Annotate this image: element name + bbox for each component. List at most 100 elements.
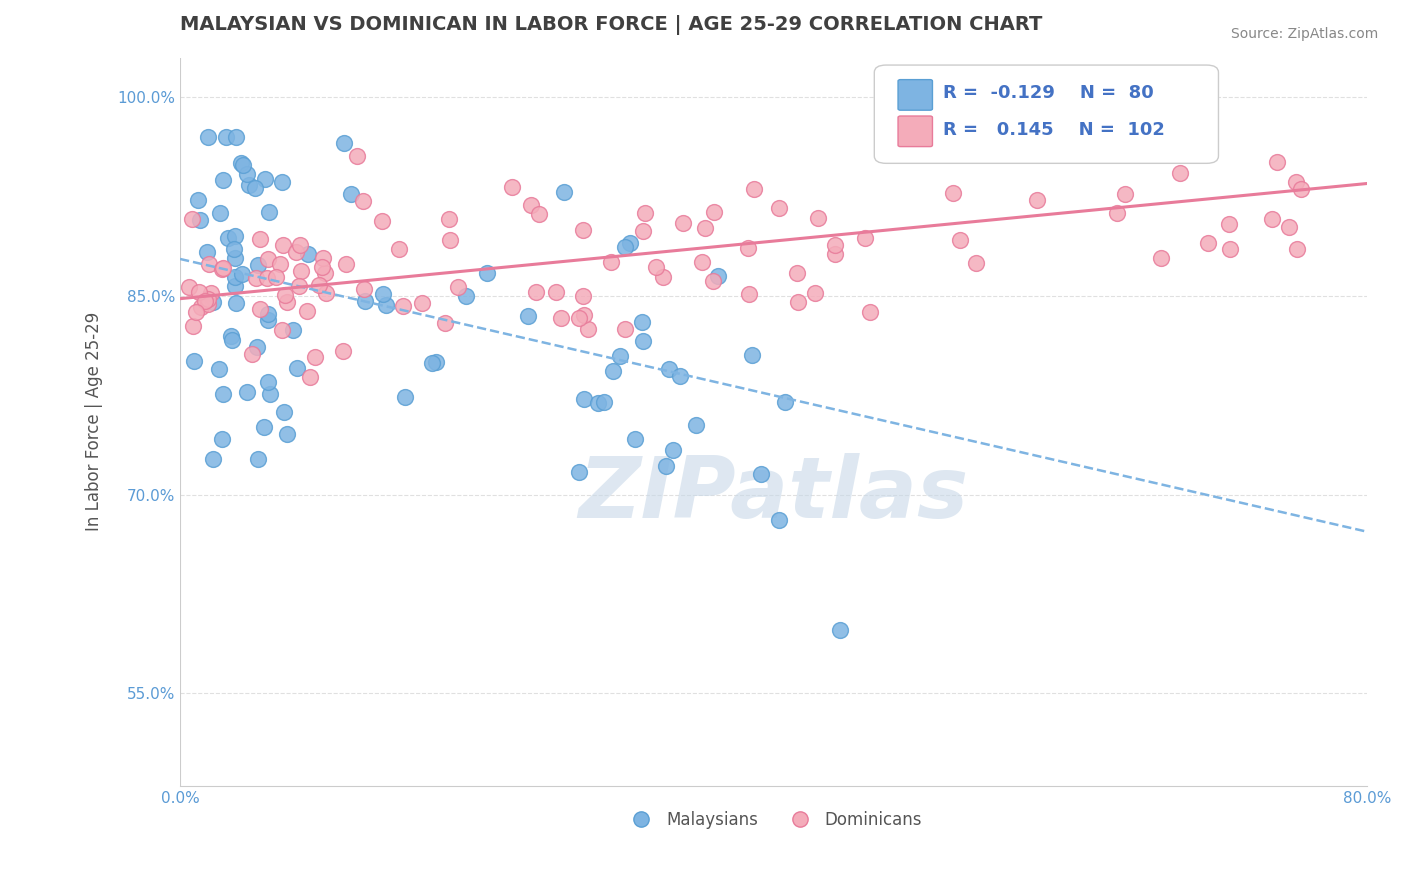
Point — [187, 285, 209, 299]
Point — [201, 295, 224, 310]
Point — [553, 185, 575, 199]
Point — [197, 297, 219, 311]
Point — [828, 623, 851, 637]
Point — [392, 299, 415, 313]
Point — [214, 130, 236, 145]
FancyBboxPatch shape — [875, 65, 1219, 163]
Point — [256, 270, 278, 285]
Point — [224, 229, 246, 244]
Point — [644, 260, 666, 274]
Point — [630, 315, 652, 329]
Point — [614, 322, 637, 336]
Point — [249, 302, 271, 317]
Point — [375, 298, 398, 312]
Point — [574, 308, 596, 322]
Point — [181, 211, 204, 226]
Point — [437, 212, 460, 227]
Point — [749, 467, 772, 482]
Text: ZIPatlas: ZIPatlas — [578, 453, 969, 536]
Y-axis label: In Labor Force | Age 25-29: In Labor Force | Age 25-29 — [86, 312, 103, 532]
Point — [273, 405, 295, 419]
Point — [593, 394, 616, 409]
Point — [586, 395, 609, 409]
Point — [240, 346, 263, 360]
Point — [624, 432, 647, 446]
Point — [314, 266, 336, 280]
Point — [181, 319, 204, 334]
Point — [224, 270, 246, 285]
Point — [201, 452, 224, 467]
Point — [195, 244, 218, 259]
Point — [198, 257, 221, 271]
Point — [245, 180, 267, 194]
Text: MALAYSIAN VS DOMINICAN IN LABOR FORCE | AGE 25-29 CORRELATION CHART: MALAYSIAN VS DOMINICAN IN LABOR FORCE | … — [180, 15, 1042, 35]
Point — [803, 285, 825, 300]
Point — [741, 348, 763, 362]
Point — [284, 244, 307, 259]
Point — [222, 242, 245, 256]
Point — [177, 280, 200, 294]
Point — [529, 206, 551, 220]
Point — [544, 285, 567, 299]
Point — [219, 328, 242, 343]
FancyBboxPatch shape — [898, 116, 932, 146]
Point — [352, 194, 374, 209]
Point — [807, 211, 830, 226]
FancyBboxPatch shape — [898, 79, 932, 111]
Point — [281, 322, 304, 336]
Point — [738, 287, 761, 301]
Point — [1285, 175, 1308, 189]
Point — [197, 293, 219, 307]
Point — [212, 387, 235, 401]
Point — [211, 262, 233, 277]
Point — [707, 268, 730, 283]
Point — [965, 256, 987, 270]
Point — [208, 362, 231, 376]
Point — [475, 267, 498, 281]
Point — [768, 201, 790, 215]
Point — [371, 213, 394, 227]
Point — [655, 458, 678, 473]
Point — [1105, 206, 1128, 220]
Point — [371, 287, 394, 301]
Point — [264, 270, 287, 285]
Point — [184, 305, 207, 319]
Point — [271, 175, 294, 189]
Point — [197, 130, 219, 145]
Text: R =   0.145    N =  102: R = 0.145 N = 102 — [943, 120, 1166, 139]
Point — [742, 182, 765, 196]
Point — [257, 204, 280, 219]
Point — [346, 149, 368, 163]
Point — [516, 309, 538, 323]
Point — [439, 233, 461, 247]
Point — [295, 304, 318, 318]
Point — [1278, 219, 1301, 234]
Point — [572, 392, 595, 406]
Point — [576, 322, 599, 336]
Point — [238, 178, 260, 192]
Point — [1265, 155, 1288, 169]
Point — [290, 264, 312, 278]
Point — [354, 293, 377, 308]
Point — [253, 171, 276, 186]
Point — [249, 232, 271, 246]
Point — [1105, 144, 1128, 158]
Point — [568, 465, 591, 479]
Point — [786, 266, 808, 280]
Point — [270, 323, 292, 337]
Point — [315, 285, 337, 300]
Point — [257, 252, 280, 266]
Point — [297, 247, 319, 261]
Point — [425, 355, 447, 369]
Point — [619, 235, 641, 250]
Legend: Malaysians, Dominicans: Malaysians, Dominicans — [617, 805, 929, 836]
Point — [190, 300, 212, 314]
Point — [690, 255, 713, 269]
Point — [276, 294, 298, 309]
Point — [232, 158, 254, 172]
Point — [235, 168, 257, 182]
Point — [298, 370, 321, 384]
Point — [257, 375, 280, 389]
Point — [702, 274, 724, 288]
Point — [224, 252, 246, 266]
